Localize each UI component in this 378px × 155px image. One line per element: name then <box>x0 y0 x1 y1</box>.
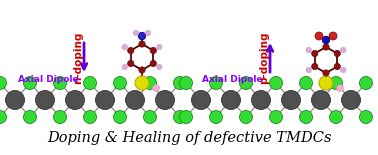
Circle shape <box>113 77 127 89</box>
Circle shape <box>334 63 341 70</box>
Circle shape <box>209 77 223 89</box>
Circle shape <box>84 77 96 89</box>
Circle shape <box>341 67 346 73</box>
Circle shape <box>138 32 146 40</box>
Circle shape <box>323 44 329 50</box>
Circle shape <box>174 77 186 89</box>
Circle shape <box>270 111 282 124</box>
Circle shape <box>330 77 342 89</box>
Circle shape <box>192 91 211 109</box>
Circle shape <box>23 77 37 89</box>
Text: Axial Dipole: Axial Dipole <box>202 75 263 84</box>
Circle shape <box>311 91 330 109</box>
Circle shape <box>251 91 271 109</box>
Text: Doping & Healing of defective TMDCs: Doping & Healing of defective TMDCs <box>47 131 331 145</box>
Circle shape <box>0 111 6 124</box>
Circle shape <box>299 111 313 124</box>
Circle shape <box>133 30 139 36</box>
Circle shape <box>96 91 115 109</box>
Circle shape <box>84 111 96 124</box>
Circle shape <box>156 44 162 50</box>
Circle shape <box>152 84 160 91</box>
Circle shape <box>315 32 323 40</box>
Circle shape <box>54 77 67 89</box>
Circle shape <box>6 91 25 109</box>
Circle shape <box>155 91 175 109</box>
Text: p-doping: p-doping <box>259 31 269 84</box>
Circle shape <box>180 111 192 124</box>
Circle shape <box>23 111 37 124</box>
Circle shape <box>330 111 342 124</box>
Circle shape <box>127 47 134 54</box>
Circle shape <box>306 47 311 53</box>
Circle shape <box>336 84 344 91</box>
Circle shape <box>311 63 318 70</box>
Text: n-doping: n-doping <box>73 31 83 84</box>
Circle shape <box>319 76 333 90</box>
Circle shape <box>174 111 186 124</box>
Circle shape <box>323 70 329 76</box>
Circle shape <box>359 111 372 124</box>
Circle shape <box>341 47 346 53</box>
Circle shape <box>122 44 127 50</box>
Circle shape <box>341 91 361 109</box>
Circle shape <box>139 41 145 47</box>
Circle shape <box>180 77 192 89</box>
Circle shape <box>145 30 151 36</box>
Circle shape <box>125 91 144 109</box>
Circle shape <box>150 60 156 67</box>
Circle shape <box>36 91 54 109</box>
Circle shape <box>150 47 156 54</box>
Circle shape <box>54 111 67 124</box>
Circle shape <box>144 111 156 124</box>
Circle shape <box>299 77 313 89</box>
Circle shape <box>311 50 318 57</box>
Circle shape <box>270 77 282 89</box>
Circle shape <box>240 77 253 89</box>
Circle shape <box>113 111 127 124</box>
Circle shape <box>282 91 301 109</box>
Circle shape <box>156 64 162 70</box>
Text: Axial Dipole: Axial Dipole <box>18 75 79 84</box>
Circle shape <box>240 111 253 124</box>
Circle shape <box>144 77 156 89</box>
Circle shape <box>65 91 85 109</box>
Circle shape <box>322 36 330 44</box>
Circle shape <box>222 91 240 109</box>
Circle shape <box>122 64 127 70</box>
Circle shape <box>139 67 145 73</box>
Circle shape <box>0 77 6 89</box>
Circle shape <box>306 67 311 73</box>
Circle shape <box>127 60 134 67</box>
Circle shape <box>359 77 372 89</box>
Circle shape <box>329 32 337 40</box>
Circle shape <box>334 50 341 57</box>
Circle shape <box>209 111 223 124</box>
Circle shape <box>135 76 149 90</box>
